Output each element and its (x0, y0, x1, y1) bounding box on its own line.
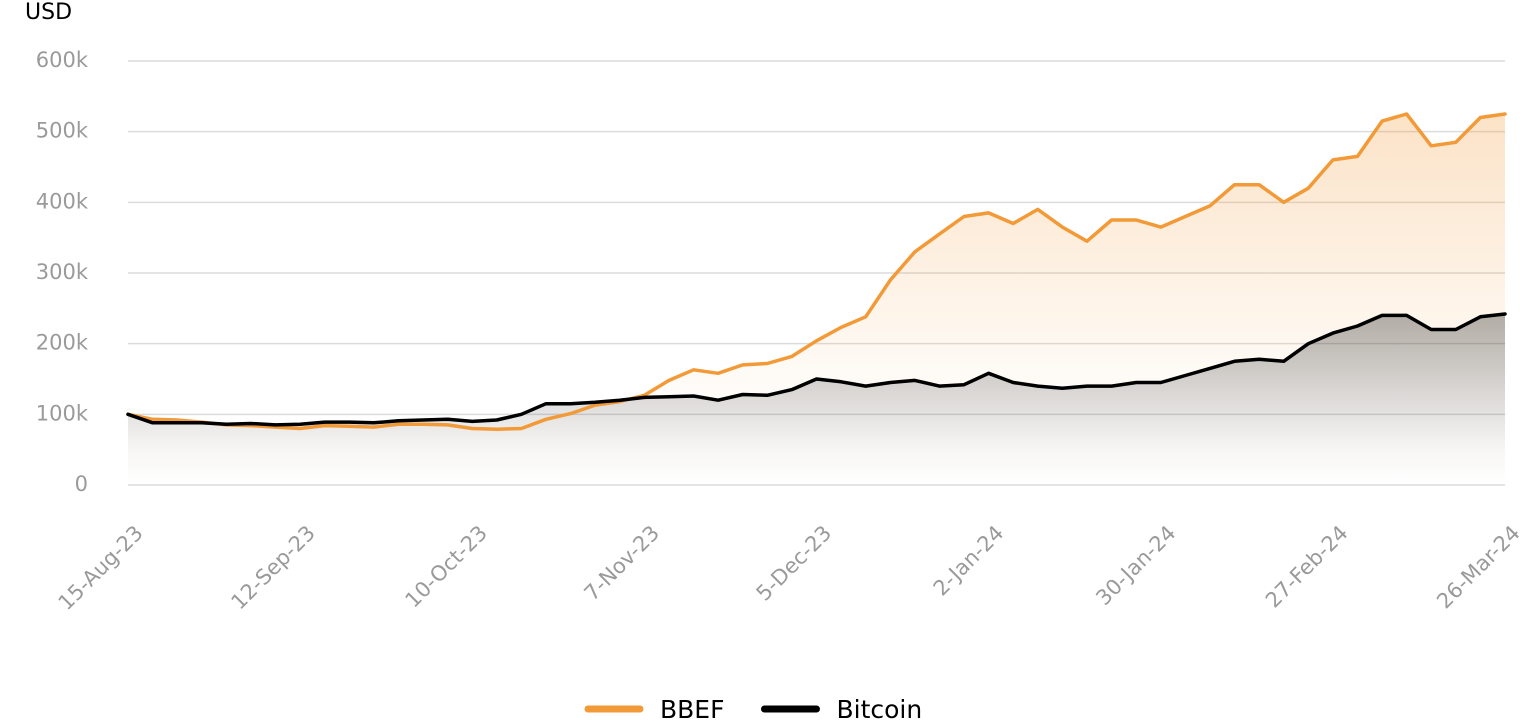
x-tick-label: 10-Oct-23 (400, 521, 492, 613)
y-tick-label: 200k (36, 331, 89, 355)
y-tick-label: 400k (36, 189, 89, 213)
x-tick-label: 12-Sep-23 (226, 521, 319, 614)
y-tick-label: 100k (36, 401, 89, 425)
y-tick-label: 300k (36, 260, 89, 284)
legend-label: BBEF (660, 695, 724, 724)
y-axis-label: USD (25, 0, 72, 25)
x-tick-label: 30-Jan-24 (1091, 521, 1180, 610)
x-tick-label: 26-Mar-24 (1432, 521, 1525, 614)
x-tick-label: 15-Aug-23 (54, 521, 148, 615)
legend-label: Bitcoin (836, 695, 922, 724)
y-tick-label: 500k (36, 119, 89, 143)
area (128, 314, 1505, 485)
x-tick-label: 27-Feb-24 (1261, 521, 1353, 613)
x-tick-label: 7-Nov-23 (580, 521, 665, 606)
y-tick-label: 0 (75, 472, 88, 496)
line (126, 312, 1507, 427)
x-tick-label: 5-Dec-23 (752, 521, 837, 606)
y-tick-label: 600k (36, 48, 89, 72)
line (126, 112, 1507, 431)
x-tick-label: 2-Jan-24 (929, 521, 1009, 601)
